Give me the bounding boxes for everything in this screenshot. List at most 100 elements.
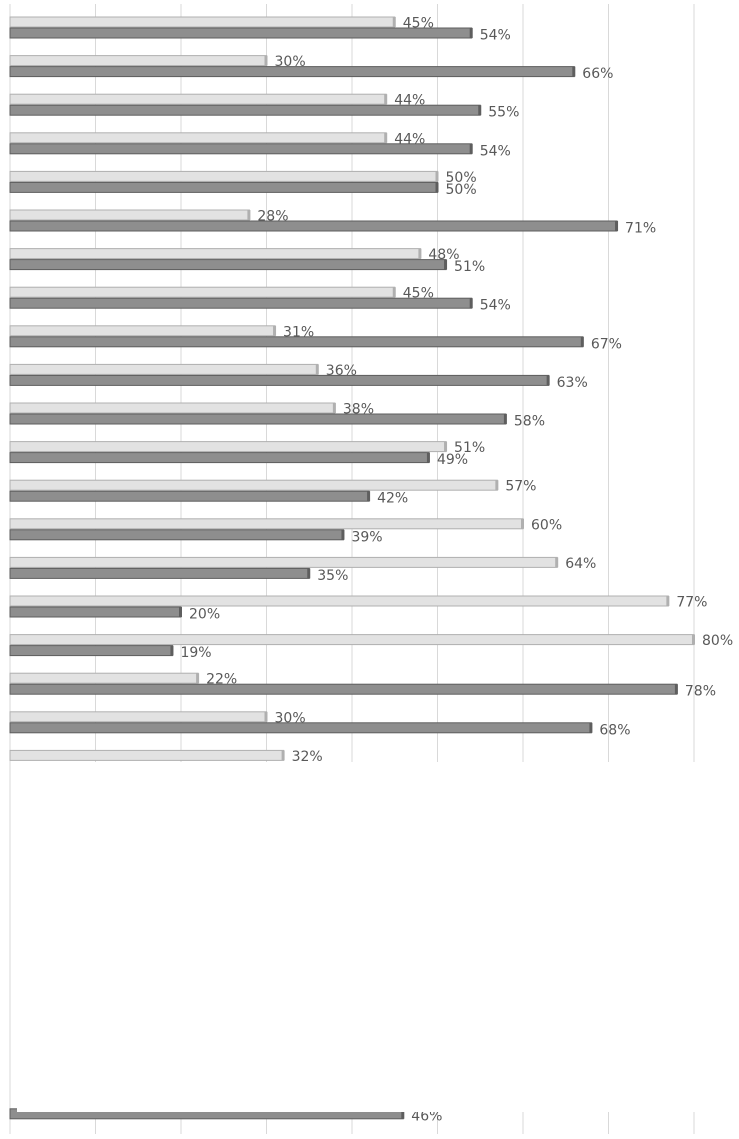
value-label: 46% [411,1108,442,1124]
bar [9,529,344,541]
bar-edge [469,28,473,38]
bar-edge [196,673,200,684]
bar-edge [264,711,268,722]
value-label: 63% [557,375,588,391]
value-label: 54% [480,28,511,44]
bar-edge [281,750,285,761]
bar-edge [478,105,482,116]
value-label: 20% [189,607,220,623]
bar [9,413,507,425]
value-label: 35% [317,568,348,584]
value-label: 80% [702,633,733,649]
value-label: 64% [565,556,596,572]
value-label: 71% [625,221,656,237]
bar [9,672,199,684]
bar-edge [392,287,396,298]
bar [9,479,498,491]
bar [9,567,310,579]
bar [9,27,473,39]
value-label: 54% [480,298,511,314]
bar-edge [384,94,388,105]
bar-edge [418,248,422,259]
bar-edge [401,1108,405,1119]
bar [9,297,473,309]
bar [9,132,387,144]
bar-edge [692,634,695,645]
value-label: 67% [591,336,622,352]
bar [9,441,447,453]
bars: 45%30%44%44%50%28%48%45%31%36%38%51%57%6… [9,16,733,1124]
bar [9,722,592,734]
bar [9,181,438,193]
value-label: 54% [480,143,511,159]
bar-edge [503,414,507,424]
value-label: 55% [488,105,519,121]
value-label: 57% [505,479,536,495]
bar-edge [384,132,388,143]
bar-edge [555,557,559,568]
bar [9,336,584,348]
bar-edge [179,607,182,617]
bar-edge [435,182,439,193]
value-label: 78% [685,684,716,700]
value-label: 60% [531,517,562,533]
bar [9,606,182,618]
bar-edge [580,336,584,347]
bar [9,16,396,28]
bar-edge [469,143,473,154]
bar [9,325,276,337]
bar-edge [315,364,319,375]
bar [9,683,678,695]
bar-edge [273,325,277,336]
bar-edge [247,210,251,220]
value-label: 77% [676,595,707,611]
value-label: 39% [351,529,382,545]
bar-edge [332,403,336,413]
bar [9,220,618,232]
bar [9,66,575,78]
value-label: 66% [582,66,613,82]
bar [9,645,173,657]
bar-edge [426,452,430,463]
value-label: 58% [514,414,545,430]
bar [9,749,285,761]
bar-edge [341,529,345,540]
bar [9,402,336,414]
value-label: 19% [180,645,211,661]
bar-edge [264,55,268,66]
bar-edge [170,645,174,656]
bar-edge [469,298,473,309]
bar [9,711,267,723]
bar [9,634,695,646]
value-label: 50% [446,170,477,186]
bar-edge [666,596,670,606]
value-label: 50% [446,182,477,198]
bar [9,248,421,260]
bar-edge [546,375,550,386]
bar-edge [572,66,576,77]
bar [9,93,387,105]
value-label: 42% [377,491,408,507]
bar-edge [495,480,499,491]
occluding-panel [17,762,739,1112]
bar [9,518,524,530]
value-label: 49% [437,452,468,468]
bar [9,556,558,568]
bar [9,259,447,271]
bar [9,452,430,464]
bar-edge [392,17,396,27]
bar [9,374,550,386]
bar-edge [615,221,619,231]
bar-edge [674,684,678,695]
bar [9,363,319,375]
bar-edge [307,568,311,579]
bar [9,170,438,182]
value-label: 51% [454,259,485,275]
bar [9,209,250,221]
bar-edge [444,441,448,452]
bar-edge [435,171,439,182]
bar [9,286,396,298]
bar [9,104,481,116]
value-label: 51% [454,440,485,456]
